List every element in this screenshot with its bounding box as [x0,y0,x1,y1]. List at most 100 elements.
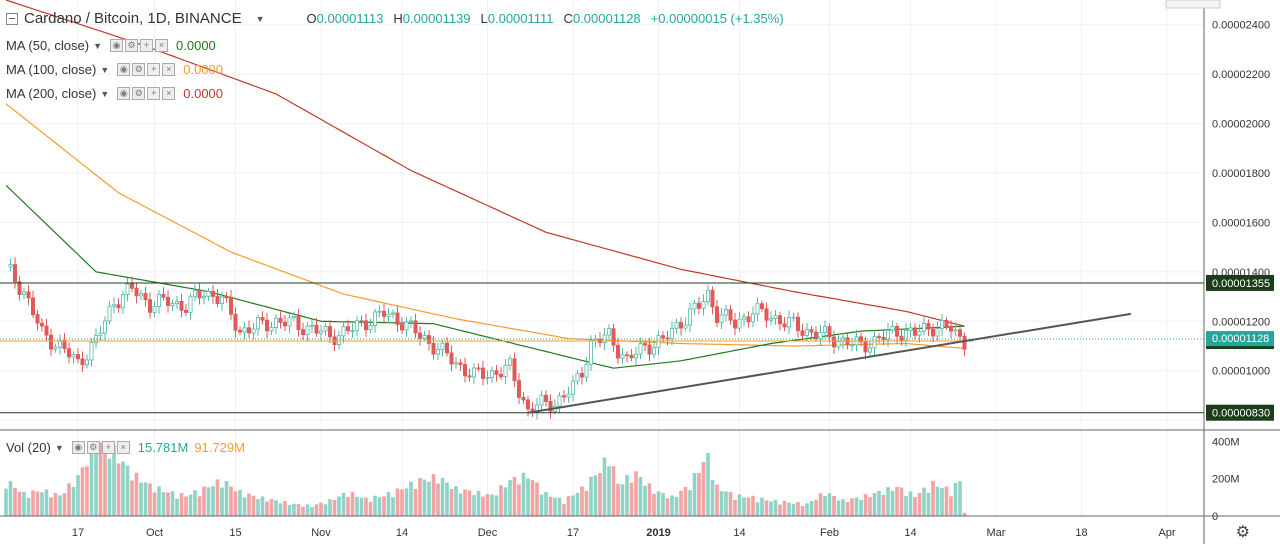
volume-bar [247,493,251,516]
close-icon[interactable]: × [162,63,176,76]
indicator-ma100[interactable]: MA (100, close) ▼ ◉ ⚙ + × 0.0000 [6,62,223,77]
volume-bar [773,499,778,516]
candle-body [881,336,886,340]
candle-body [449,352,454,365]
volume-bar [319,502,323,516]
add-icon[interactable]: + [147,63,161,76]
volume-bar [373,495,377,516]
candle-body [917,330,922,336]
indicator-volume[interactable]: Vol (20) ▼ ◉ ⚙ + × 15.781M 91.729M [6,440,245,455]
close-icon[interactable]: × [116,441,130,454]
chevron-down-icon[interactable]: ▼ [100,64,110,75]
candle-body [255,317,260,330]
volume-bar [40,492,44,516]
chevron-down-icon[interactable]: ▼ [54,442,64,453]
candle-body [814,331,819,340]
candle-body [314,324,319,334]
volume-tick-label: 0 [1212,511,1218,523]
volume-bar [422,479,427,516]
chevron-down-icon[interactable]: ▼ [100,88,110,99]
add-icon[interactable]: + [101,441,115,454]
volume-bar [175,498,179,516]
candle-body [435,349,440,355]
settings-gear-icon[interactable]: ⚙ [1235,524,1250,541]
candle-body [58,340,63,348]
indicator-label: Vol (20) [6,440,51,455]
gear-icon[interactable]: ⚙ [86,441,100,454]
volume-bar [332,500,337,516]
candle-body [40,322,45,327]
volume-bar [728,491,733,516]
candle-body [408,320,413,323]
indicator-ma200[interactable]: MA (200, close) ▼ ◉ ⚙ + × 0.0000 [6,86,223,101]
candle-body [233,313,238,331]
candle-body [580,372,585,378]
volume-bar [589,476,593,516]
candle-body [228,296,233,315]
candle-body [908,327,913,331]
candle-body [742,316,747,320]
volume-bar [107,458,112,516]
volume-bar [917,492,922,516]
volume-bar [94,452,98,516]
candle-body [616,344,621,359]
volume-bar [926,492,931,516]
eye-icon[interactable]: ◉ [117,87,131,100]
x-tick-label: Oct [146,527,163,539]
collapse-icon[interactable] [6,12,18,25]
volume-bar [953,483,958,516]
symbol-title[interactable]: Cardano / Bitcoin, 1D, BINANCE [24,10,242,27]
x-tick-label: Mar [987,527,1006,539]
close-icon[interactable]: × [155,39,169,52]
candle-body [35,314,40,324]
volume-bar [895,487,899,516]
candle-body [850,344,855,347]
candle-body [138,293,143,297]
volume-bar [503,487,508,516]
volume-bar [809,501,814,516]
x-tick-label: 17 [567,527,579,539]
gear-icon[interactable]: ⚙ [132,63,146,76]
volume-bar [202,486,206,516]
gear-icon[interactable]: ⚙ [132,87,146,100]
volume-bar [706,452,710,516]
volume-bar [242,497,247,516]
eye-icon[interactable]: ◉ [117,63,131,76]
add-icon[interactable]: + [140,39,154,52]
volume-bar [760,497,764,516]
candle-body [318,330,323,334]
candles [8,257,967,420]
volume-bar [634,471,638,516]
add-icon[interactable]: + [147,87,161,100]
candle-body [359,320,364,323]
candle-body [697,302,702,309]
close-icon[interactable]: × [162,87,176,100]
volume-bar [836,500,841,516]
volume-bar [31,490,35,516]
candle-body [62,340,67,349]
eye-icon[interactable]: ◉ [110,39,124,52]
candle-body [489,370,494,378]
volume-bar [652,494,656,516]
volume-bar [364,497,368,516]
volume-bar [404,488,409,516]
volume-bar [314,504,319,516]
candle-body [818,332,823,340]
candle-body [89,342,94,361]
volume-bar [841,499,845,516]
candle-body [827,326,832,338]
candle-body [895,326,900,337]
volume-bar [13,487,17,516]
indicator-ma50[interactable]: MA (50, close) ▼ ◉ ⚙ + × 0.0000 [6,38,216,53]
chevron-down-icon[interactable]: ▼ [255,13,265,24]
volume-bar [62,493,67,516]
volume-bar [845,502,850,516]
chevron-down-icon[interactable]: ▼ [93,40,103,51]
candle-body [327,326,332,338]
candle-body [17,281,22,295]
gear-icon[interactable]: ⚙ [125,39,139,52]
volume-bar [593,475,598,516]
eye-icon[interactable]: ◉ [71,441,85,454]
volume-bar [80,467,85,516]
